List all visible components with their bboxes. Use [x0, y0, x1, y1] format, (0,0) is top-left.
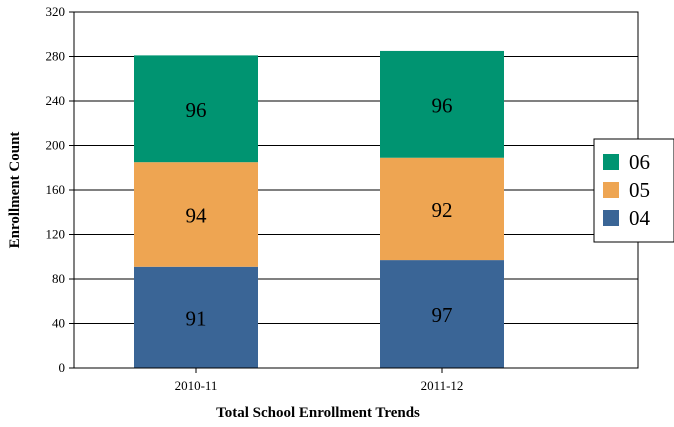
y-tick-label: 200: [46, 138, 66, 153]
y-tick-label: 0: [59, 360, 66, 375]
y-tick-label: 160: [46, 182, 66, 197]
y-tick-label: 80: [52, 271, 65, 286]
bar-segment-06-2011-12: [380, 50, 504, 158]
y-tick-label: 320: [46, 4, 66, 19]
legend-swatch-05: [603, 182, 619, 198]
legend-label: 05: [629, 178, 650, 202]
x-tick-label: 2010-11: [175, 378, 218, 393]
y-tick-labels: 0 40 80 120 160 200 240 280 320: [46, 4, 74, 375]
legend-label: 06: [629, 150, 650, 174]
data-label: 97: [432, 303, 453, 327]
data-label: 92: [432, 198, 453, 222]
bar-segment-05-2011-12: [380, 157, 504, 261]
x-tick-label: 2011-12: [421, 378, 464, 393]
bar-stacks: 91 94 96 97 92 96: [134, 50, 504, 368]
x-axis-title: Total School Enrollment Trends: [216, 405, 420, 421]
data-label: 96: [432, 93, 453, 117]
legend-swatch-04: [603, 210, 619, 226]
bar-segment-04-2011-12: [380, 260, 504, 368]
y-tick-label: 120: [46, 227, 66, 242]
bar-segment-04-2010-11: [134, 266, 258, 368]
y-tick-label: 40: [52, 316, 65, 331]
y-axis-title: Enrollment Count: [7, 132, 23, 249]
legend: 06 05 04: [593, 138, 674, 243]
data-label: 96: [186, 98, 207, 122]
legend-label: 04: [629, 206, 651, 230]
data-label: 91: [186, 306, 207, 330]
data-label: 94: [186, 203, 208, 227]
bar-segment-06-2010-11: [134, 55, 258, 163]
legend-swatch-06: [603, 154, 619, 170]
x-tick-labels: 2010-11 2011-12: [175, 368, 464, 393]
y-tick-label: 240: [46, 93, 66, 108]
bar-segment-05-2010-11: [134, 162, 258, 267]
y-tick-label: 280: [46, 49, 66, 64]
